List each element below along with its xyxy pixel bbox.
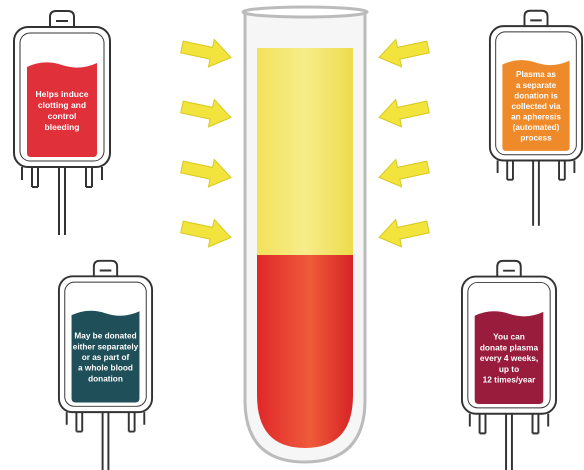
bag-text: either separately <box>73 342 139 351</box>
bag-text: control <box>48 111 77 121</box>
arrow <box>378 38 430 68</box>
bag-hanger <box>49 10 75 27</box>
bag-inner <box>64 281 147 407</box>
bag-text: donation is <box>514 91 558 100</box>
plasma-layer <box>257 48 353 255</box>
bag-text: Plasma as <box>516 70 556 79</box>
arrow <box>180 158 232 188</box>
bag-body <box>488 25 584 162</box>
arrow <box>180 218 232 248</box>
bag-text: up to <box>499 364 519 374</box>
bag-ports <box>496 160 576 226</box>
arrows <box>180 38 430 248</box>
bag-label <box>474 311 544 404</box>
bag-ports <box>21 167 103 235</box>
arrow <box>378 98 430 128</box>
bag-text: every 4 weeks, <box>480 353 538 363</box>
bag-label <box>27 62 97 157</box>
bag-text: or as part of <box>82 353 130 362</box>
bag-text: bleeding <box>45 122 80 132</box>
bag-inner <box>495 31 577 156</box>
bag-text: donation <box>88 374 123 383</box>
bag-hanger <box>523 9 549 27</box>
bag-text: process <box>520 134 552 143</box>
bag-text: an apheresis <box>511 112 561 121</box>
bag-label <box>502 60 570 151</box>
bag-text: May be donated <box>74 332 136 341</box>
bag-body <box>460 275 558 415</box>
bag-ports <box>468 413 550 470</box>
bag-body <box>13 26 111 168</box>
bag-text: collected via <box>512 102 561 111</box>
test-tube <box>241 5 369 464</box>
bag-text: donate plasma <box>480 342 539 352</box>
bag-text: You can <box>493 332 525 342</box>
blood-layer <box>257 255 353 448</box>
arrow <box>378 218 430 248</box>
bag-hanger <box>496 259 522 277</box>
bag-text: (automated) <box>513 123 560 132</box>
bag-text: clotting and <box>38 100 86 110</box>
bag-text: Helps induce <box>36 89 89 99</box>
bag-label <box>71 310 140 403</box>
bag-body <box>57 275 154 414</box>
arrow <box>180 98 232 128</box>
bag-inner <box>467 281 551 409</box>
bag-text: 12 times/year <box>483 375 537 385</box>
bag-text: a whole blood <box>78 364 133 373</box>
bag-hanger <box>92 259 119 277</box>
bag-ports <box>65 412 146 470</box>
arrow <box>180 38 232 68</box>
arrow <box>378 158 430 188</box>
bag-inner <box>19 32 105 162</box>
bag-text: a separate <box>516 81 557 90</box>
